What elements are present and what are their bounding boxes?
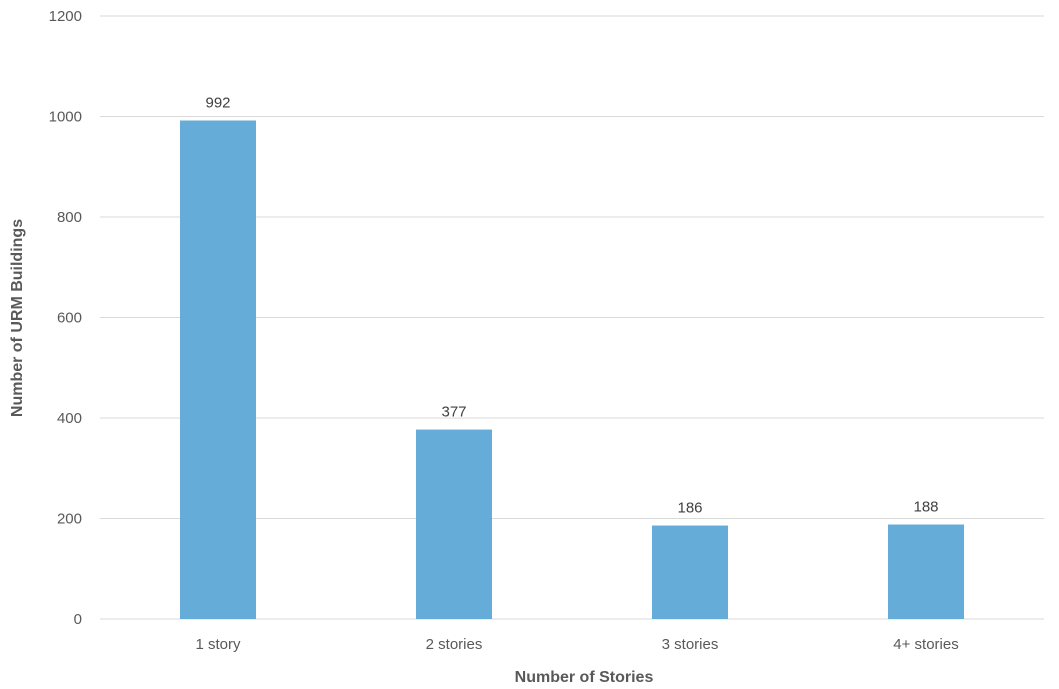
x-axis-title: Number of Stories [515,669,654,686]
x-axis-ticks: 1 story 2 stories 3 stories 4+ stories [195,636,958,653]
y-tick-label: 1000 [49,109,82,126]
y-tick-label: 400 [57,410,82,427]
data-label: 377 [441,404,466,421]
bar [888,524,964,619]
bar [180,120,256,620]
data-label: 188 [913,499,938,516]
y-tick-label: 600 [57,310,82,327]
bar [416,429,492,619]
bars [180,120,964,620]
y-axis-title: Number of URM Buildings [9,219,26,417]
y-tick-label: 1200 [49,8,82,25]
y-tick-label: 800 [57,209,82,226]
y-tick-label: 0 [74,611,82,628]
x-tick-label: 3 stories [662,636,719,653]
data-label: 186 [677,500,702,517]
x-tick-label: 1 story [195,636,241,653]
gridlines [100,15,1044,620]
bar [652,525,728,619]
x-tick-label: 2 stories [426,636,483,653]
data-labels: 992 377 186 188 [205,95,938,517]
x-tick-label: 4+ stories [893,636,958,653]
y-axis-ticks: 0 200 400 600 800 1000 1200 [49,8,82,628]
data-label: 992 [205,95,230,112]
y-tick-label: 200 [57,511,82,528]
